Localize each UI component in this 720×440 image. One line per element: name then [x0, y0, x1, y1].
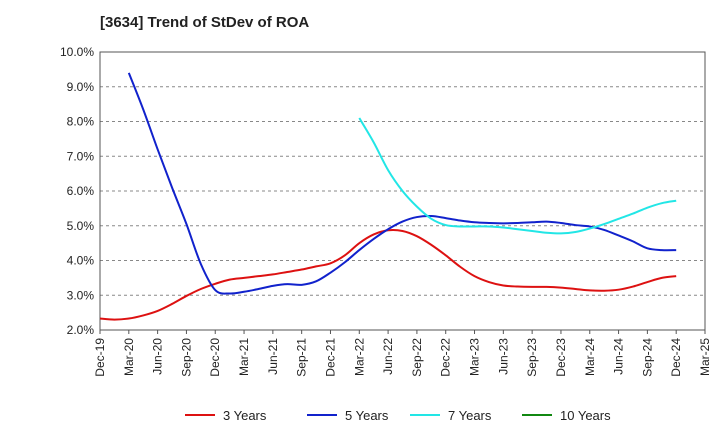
x-tick-label: Dec-23	[554, 338, 568, 377]
x-tick-label: Dec-22	[439, 338, 453, 377]
series-line-3-years	[99, 228, 677, 321]
x-tick-label: Dec-21	[323, 338, 337, 377]
axes: 10.0%9.0%8.0%7.0%6.0%5.0%4.0%3.0%2.0%Dec…	[60, 45, 712, 377]
x-tick-label: Dec-20	[208, 338, 222, 377]
x-tick-label: Sep-21	[295, 338, 309, 377]
y-tick-label: 3.0%	[67, 288, 95, 302]
plot-frame	[99, 51, 706, 331]
legend-label: 5 Years	[345, 408, 389, 423]
x-tick-label: Mar-20	[122, 338, 136, 376]
chart-title: [3634] Trend of StDev of ROA	[100, 14, 309, 31]
y-tick-label: 6.0%	[67, 184, 95, 198]
legend-label: 3 Years	[223, 408, 267, 423]
y-tick-label: 9.0%	[67, 80, 95, 94]
legend: 3 Years 5 Years 7 Years 10 Years	[185, 408, 611, 423]
x-tick-label: Mar-23	[468, 338, 482, 376]
series-line-5-years	[127, 72, 677, 295]
legend-label: 10 Years	[560, 408, 611, 423]
x-tick-label: Jun-21	[266, 338, 280, 375]
y-tick-label: 4.0%	[67, 254, 95, 268]
legend-label: 7 Years	[448, 408, 492, 423]
series-lines	[99, 72, 677, 321]
y-tick-label: 7.0%	[67, 149, 95, 163]
x-tick-label: Mar-24	[583, 338, 597, 376]
x-tick-label: Dec-19	[93, 338, 107, 377]
x-tick-label: Dec-24	[669, 338, 683, 377]
y-tick-label: 5.0%	[67, 219, 95, 233]
x-tick-label: Sep-24	[640, 338, 654, 377]
x-tick-label: Jun-22	[381, 338, 395, 375]
x-tick-label: Sep-23	[525, 338, 539, 377]
series-line-7-years	[358, 117, 677, 235]
x-tick-label: Jun-24	[612, 338, 626, 375]
x-tick-label: Mar-21	[237, 338, 251, 376]
y-tick-label: 2.0%	[67, 323, 95, 337]
x-tick-label: Jun-20	[151, 338, 165, 375]
x-tick-label: Mar-25	[698, 338, 712, 376]
x-tick-label: Sep-22	[410, 338, 424, 377]
y-tick-label: 10.0%	[60, 45, 94, 59]
x-tick-label: Mar-22	[352, 338, 366, 376]
x-tick-label: Jun-23	[496, 338, 510, 375]
x-tick-label: Sep-20	[179, 338, 193, 377]
y-tick-label: 8.0%	[67, 115, 95, 129]
